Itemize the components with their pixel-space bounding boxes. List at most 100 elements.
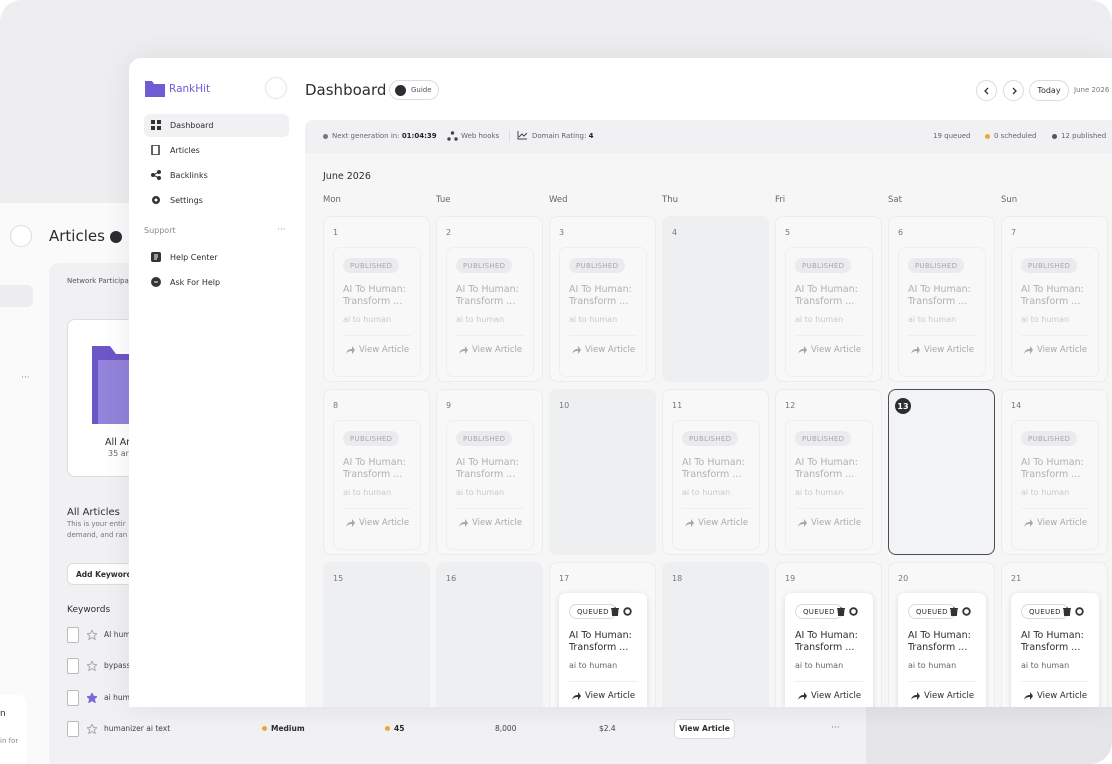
day-cell[interactable]: 15: [323, 562, 430, 707]
article-card[interactable]: PUBLISHED AI To Human: Transform ... ai to…: [672, 420, 760, 550]
more-dots[interactable]: ···: [21, 373, 30, 383]
separator: [343, 335, 411, 336]
queued-count: 19 queued: [933, 132, 971, 140]
day-cell[interactable]: 18: [662, 562, 769, 707]
panel-label: Network Participa: [67, 277, 129, 285]
view-article-label: View Article: [472, 518, 523, 528]
nav-item[interactable]: Settings: [144, 189, 289, 212]
today-button[interactable]: Today: [1029, 80, 1069, 101]
article-card[interactable]: PUBLISHED AI To Human: Transform ... ai to…: [333, 247, 421, 377]
article-card[interactable]: QUEUED AI To Human: Transform ... ai to hu…: [785, 593, 873, 707]
nav-label: Settings: [170, 195, 203, 205]
day-cell[interactable]: 16: [436, 562, 543, 707]
status-pill: QUEUED: [908, 604, 956, 619]
webhooks[interactable]: Web hooks: [447, 133, 499, 140]
support-item[interactable]: Help Center: [144, 246, 289, 269]
day-cell[interactable]: 7 PUBLISHED AI To Human: Transform ... ai t…: [1001, 216, 1108, 382]
support-item[interactable]: Ask For Help: [144, 271, 289, 294]
view-article-link[interactable]: View Article: [1024, 519, 1087, 528]
view-article-label: View Article: [811, 518, 862, 528]
share-icon: [572, 346, 581, 355]
share-icon: [1024, 692, 1033, 701]
prev-button[interactable]: [976, 80, 997, 101]
dot: [1052, 133, 1057, 139]
article-card[interactable]: PUBLISHED AI To Human: Transform ... ai to…: [1011, 420, 1099, 550]
view-article-link[interactable]: View Article: [1024, 692, 1087, 701]
guide-button[interactable]: Guide: [389, 80, 439, 100]
day-cell[interactable]: 17 QUEUED AI To Human: Transform ... ai to …: [549, 562, 656, 707]
day-cell[interactable]: 3 PUBLISHED AI To Human: Transform ... ai t…: [549, 216, 656, 382]
article-card[interactable]: PUBLISHED AI To Human: Transform ... ai to…: [785, 420, 873, 550]
day-cell[interactable]: 9 PUBLISHED AI To Human: Transform ... ai t…: [436, 389, 543, 555]
article-card[interactable]: PUBLISHED AI To Human: Transform ... ai to…: [559, 247, 647, 377]
day-cell[interactable]: 1 PUBLISHED AI To Human: Transform ... ai t…: [323, 216, 430, 382]
article-card[interactable]: PUBLISHED AI To Human: Transform ... ai to…: [898, 247, 986, 377]
article-card[interactable]: QUEUED AI To Human: Transform ... ai to hu…: [559, 593, 647, 707]
view-article-link[interactable]: View Article: [572, 692, 635, 701]
status-pill: PUBLISHED: [908, 258, 965, 273]
collapse-button[interactable]: [10, 225, 32, 247]
nav-item[interactable]: Articles: [144, 139, 289, 162]
view-article-label: View Article: [585, 345, 636, 355]
view-article-link[interactable]: View Article: [911, 692, 974, 701]
day-cell[interactable]: 19 QUEUED AI To Human: Transform ... ai to …: [775, 562, 882, 707]
article-card[interactable]: PUBLISHED AI To Human: Transform ... ai to…: [446, 247, 534, 377]
day-cell[interactable]: 6 PUBLISHED AI To Human: Transform ... ai t…: [888, 216, 995, 382]
view-article-link[interactable]: View Article: [1024, 346, 1087, 355]
article-card[interactable]: PUBLISHED AI To Human: Transform ... ai to…: [1011, 247, 1099, 377]
day-cell[interactable]: 10: [549, 389, 656, 555]
day-cell[interactable]: 11 PUBLISHED AI To Human: Transform ... ai …: [662, 389, 769, 555]
chevron-right: [1012, 87, 1017, 94]
day-cell[interactable]: 12 PUBLISHED AI To Human: Transform ... ai …: [775, 389, 882, 555]
view-article-link[interactable]: View Article: [572, 346, 635, 355]
article-keyword: ai to human: [456, 315, 505, 324]
view-article-button[interactable]: View Article: [674, 718, 735, 739]
separator: [795, 681, 863, 682]
separator: [343, 508, 411, 509]
day-cell[interactable]: 4: [662, 216, 769, 382]
day-cell[interactable]: 14 PUBLISHED AI To Human: Transform ... ai …: [1001, 389, 1108, 555]
day-cell[interactable]: 21 QUEUED AI To Human: Transform ... ai to …: [1001, 562, 1108, 707]
view-article-link[interactable]: View Article: [459, 519, 522, 528]
article-card[interactable]: QUEUED AI To Human: Transform ... ai to hu…: [898, 593, 986, 707]
article-title: AI To Human: Transform ...: [343, 284, 406, 307]
add-keywords-button[interactable]: Add Keywords: [67, 563, 135, 585]
view-article-link[interactable]: View Article: [798, 692, 861, 701]
nav-item[interactable]: Dashboard: [144, 114, 289, 137]
share-icon: [572, 692, 581, 701]
view-article-link[interactable]: View Article: [685, 519, 748, 528]
score: 45: [385, 725, 404, 733]
article-title: AI To Human: Transform ...: [456, 284, 519, 307]
article-title: AI To Human: Transform ...: [569, 630, 632, 653]
day-cell[interactable]: 2 PUBLISHED AI To Human: Transform ... ai t…: [436, 216, 543, 382]
view-article-link[interactable]: View Article: [798, 519, 861, 528]
day-cell[interactable]: 20 QUEUED AI To Human: Transform ... ai to …: [888, 562, 995, 707]
day-cell[interactable]: 13: [888, 389, 995, 555]
view-article-link[interactable]: View Article: [798, 346, 861, 355]
article-card[interactable]: PUBLISHED AI To Human: Transform ... ai to…: [446, 420, 534, 550]
share-icon: [459, 519, 468, 528]
all-articles-card[interactable]: All Ar 35 ar: [67, 319, 135, 477]
divider: [509, 130, 510, 142]
article-card[interactable]: PUBLISHED AI To Human: Transform ... ai to…: [333, 420, 421, 550]
nav-item[interactable]: Backlinks: [144, 164, 289, 187]
day-cell[interactable]: 5 PUBLISHED AI To Human: Transform ... ai t…: [775, 216, 882, 382]
view-article-label: View Article: [585, 691, 636, 701]
dot: [323, 133, 328, 139]
view-article-link[interactable]: View Article: [346, 346, 409, 355]
row-more[interactable]: ···: [831, 722, 840, 733]
view-article-label: View Article: [811, 345, 862, 355]
view-article-link[interactable]: View Article: [459, 346, 522, 355]
view-article-link[interactable]: View Article: [911, 346, 974, 355]
day-cell[interactable]: 8 PUBLISHED AI To Human: Transform ... ai t…: [323, 389, 430, 555]
next-button[interactable]: [1003, 80, 1024, 101]
article-title: AI To Human: Transform ...: [569, 284, 632, 307]
support-more[interactable]: ···: [277, 225, 286, 235]
article-keyword: ai to human: [1021, 488, 1070, 497]
view-article-link[interactable]: View Article: [346, 519, 409, 528]
status-pill: PUBLISHED: [456, 431, 513, 446]
collapse-button[interactable]: [265, 77, 287, 99]
article-card[interactable]: PUBLISHED AI To Human: Transform ... ai to…: [785, 247, 873, 377]
article-card[interactable]: QUEUED AI To Human: Transform ... ai to hu…: [1011, 593, 1099, 707]
separator: [682, 508, 750, 509]
